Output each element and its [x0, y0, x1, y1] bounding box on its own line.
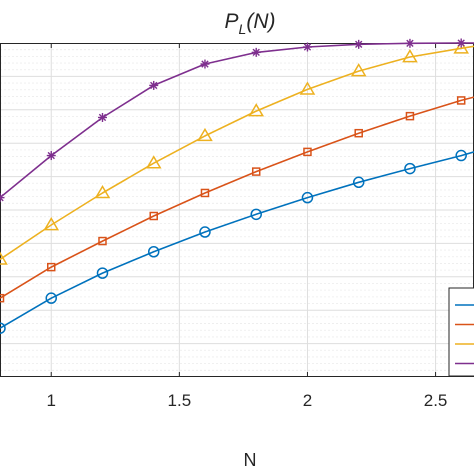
- asterisk-stroke: [406, 39, 414, 48]
- data-point-square: [354, 128, 363, 138]
- data-point-asterisk: [0, 193, 5, 203]
- plot-area: [0, 38, 474, 377]
- data-point-circle: [455, 149, 467, 162]
- series-2: [0, 96, 474, 303]
- data-point-square: [303, 147, 312, 157]
- x-tick-label: 1: [47, 391, 56, 410]
- data-point-circle: [45, 292, 57, 304]
- data-point-circle: [199, 226, 211, 238]
- asterisk-stroke: [252, 48, 260, 57]
- data-point-square: [98, 236, 107, 246]
- data-point-square: [456, 96, 466, 105]
- x-tick-label: 2: [303, 391, 312, 410]
- series-3: [0, 40, 474, 265]
- data-point-circle: [250, 208, 262, 221]
- data-point-triangle: [145, 155, 162, 169]
- x-tick-label: 2.5: [424, 391, 448, 410]
- series-line: [0, 45, 474, 261]
- data-point-circle: [0, 322, 6, 334]
- data-point-triangle: [0, 251, 8, 265]
- data-point-square: [46, 262, 56, 272]
- data-point-asterisk: [405, 38, 415, 48]
- asterisk-stroke: [0, 196, 4, 202]
- asterisk-stroke: [150, 81, 158, 90]
- legend: [448, 287, 474, 377]
- asterisk-stroke: [457, 39, 465, 47]
- data-point-circle: [301, 191, 314, 204]
- data-point-triangle: [248, 103, 265, 117]
- data-point-circle: [352, 176, 365, 189]
- data-point-circle: [96, 267, 109, 279]
- asterisk-stroke: [47, 151, 55, 160]
- asterisk-stroke: [201, 60, 209, 68]
- asterisk-stroke: [98, 113, 107, 122]
- data-point-square: [200, 188, 210, 198]
- data-point-triangle: [299, 81, 316, 95]
- series-4: [0, 38, 474, 203]
- data-point-triangle: [197, 127, 213, 142]
- data-point-asterisk: [302, 42, 312, 52]
- data-point-triangle: [43, 217, 60, 231]
- data-point-asterisk: [97, 112, 107, 122]
- legend-box: [448, 287, 474, 377]
- x-tick-label: 1.5: [168, 391, 192, 410]
- data-point-triangle: [94, 184, 111, 199]
- grid: [0, 43, 474, 377]
- data-point-asterisk: [456, 38, 466, 48]
- chart-title-tail: (N): [246, 10, 275, 33]
- data-point-asterisk: [149, 80, 159, 90]
- series-1: [0, 149, 474, 334]
- data-point-square: [405, 111, 415, 121]
- data-point-square: [0, 293, 5, 303]
- data-point-asterisk: [354, 39, 364, 49]
- data-point-triangle: [453, 40, 470, 54]
- data-point-triangle: [350, 63, 367, 77]
- data-point-asterisk: [251, 47, 261, 57]
- asterisk-stroke: [355, 40, 363, 49]
- asterisk-stroke: [303, 43, 312, 51]
- series-layer: [0, 38, 474, 334]
- asterisk-stroke: [0, 193, 4, 199]
- data-point-asterisk: [46, 151, 56, 161]
- series-line: [0, 96, 474, 299]
- chart-title: PL(N): [225, 10, 276, 37]
- data-point-circle: [147, 246, 160, 258]
- series-line: [0, 151, 474, 329]
- data-point-asterisk: [200, 59, 210, 69]
- chart-title-subscript: L: [239, 21, 247, 37]
- x-tick-labels: 1 1.5 2 2.5: [47, 391, 448, 410]
- data-point-square: [251, 167, 261, 176]
- data-point-circle: [404, 162, 416, 175]
- chart-title-main: P: [225, 10, 239, 33]
- data-point-triangle: [402, 49, 418, 63]
- data-point-square: [149, 211, 158, 221]
- x-axis-label: N: [244, 450, 257, 470]
